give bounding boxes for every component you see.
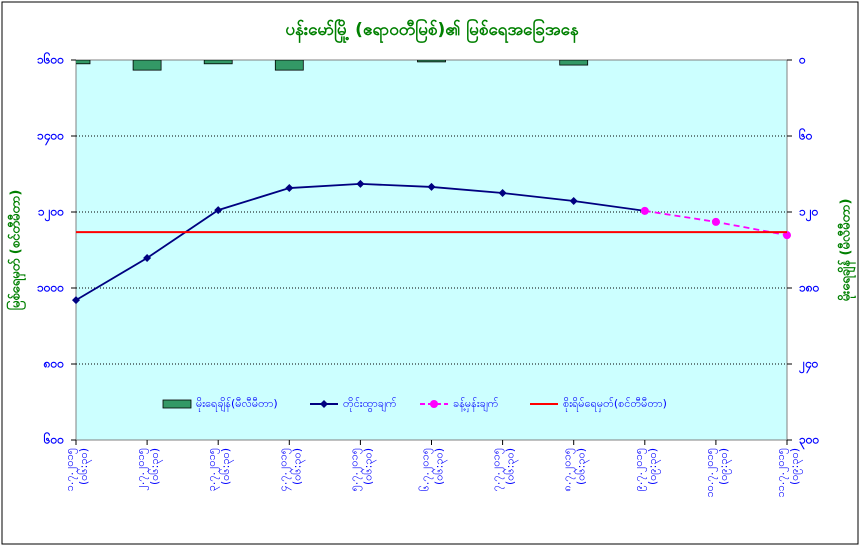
y-tick-label: ၈၀၀ [43,357,65,371]
x-tick-time: (၀၉:၃၀) [646,448,661,485]
x-tick-time: (၀၉:၃၀) [788,448,803,485]
legend-marker [320,400,328,408]
x-tick-time: (၀၆:၃၀) [504,448,519,485]
bar [203,60,233,65]
marker [711,217,720,226]
x-tick-date: ၇.၇.၂၀၁၅ [490,448,505,491]
x-tick-date: ၁.၇.၂၀၁၅ [63,448,78,491]
y2-tick-label: ၂၄၀ [798,357,819,375]
marker [640,206,649,215]
bar [417,60,446,63]
x-tick-date: ၅.၇.၂၀၁၅ [347,448,362,491]
y-tick-label: ၆၀၀ [43,431,65,447]
y2-tick-label: ၃၀၀ [799,433,820,451]
y-tick-label: ၁၆၀၀ [37,51,64,67]
marker [143,253,152,262]
marker [356,179,365,188]
x-tick-label: ၅.၇.၂၀၁၅ (၀၆:၃၀) [347,448,376,491]
x-tick-label: ၈.၇.၂၀၁၅ (၀၆:၃၀) [561,448,590,491]
marker [427,182,436,191]
x-tick-time: (၀၆:၃၀) [290,448,305,485]
y-tick-label: ၁၄၀၀ [37,129,64,147]
x-tick-date: ၂.၇.၂၀၁၅ [134,448,149,491]
x-tick-label: ၇.၇.၂၀၁၅ (၀၆:၃၀) [490,448,519,491]
x-tick-date: ၃.၇.၂၀၁၅ [205,448,220,491]
bar [559,60,589,66]
bar [274,60,304,71]
marker [72,296,80,305]
x-tick-date: ၈.၇.၂၀၁၅ [561,448,576,491]
y2-tick-label: ၁၈၀ [799,281,820,295]
y-tick-label: ၁၂၀၀ [38,205,64,223]
legend-swatch [162,399,192,409]
y-axis-label: မြစ်ရေမှတ် (စင်တီမီတာ) [6,190,27,311]
x-tick-time: (၀၆:၃၀) [148,448,163,485]
marker [569,196,578,205]
y2-tick-label: ၀ [798,53,806,67]
marker [214,206,223,215]
x-tick-time: (၀၉:၃၀) [717,448,732,485]
x-tick-label: ၉.၇.၂၀၁၅ (၀၉:၃၀) [632,448,661,491]
x-tick-time: (၀၆:၃၀) [361,448,376,485]
x-tick-label: ၆.၇.၂၀၁၅ (၀၆:၃၀) [419,448,448,491]
x-tick-date: ၁၀.၇.၂၀၁၅ [703,448,718,498]
legend-marker [430,400,438,408]
x-tick-date: ၁၁.၇.၂၀၁၅ [774,448,789,498]
y-tick-label: ၁၀၀၀ [37,281,64,295]
legend-label: ခန့်မှန်းချက် [453,397,499,412]
x-tick-time: (၀၆:၃၀) [575,448,590,485]
marker [285,184,294,193]
legend-label: မိုးရေချိန်(မီလီမီတာ) [196,397,278,412]
x-tick-label: ၁၁.၇.၂၀၁၅ (၀၉:၃၀) [774,448,803,498]
chart-title: ပန်းမော်မြို့ (ဧရာဝတီမြစ်)၏ မြစ်ရေအခြေအန… [285,17,579,44]
x-tick-time: (၀၆:၃၀) [433,448,448,485]
y2-tick-label: ၆၀ [798,127,813,143]
x-tick-time: (၀၆:၃၀) [219,448,234,485]
plot-area [75,59,788,441]
y2-axis-label: မိုးရေချိန် (မီလီမီတာ) [837,199,857,302]
x-tick-label: ၄.၇.၂၀၁၅ (၀၆:၃၀) [276,448,305,491]
marker [498,189,507,197]
y2-tick-label: ၁၂၀ [799,205,819,223]
x-tick-label: ၃.၇.၂၀၁၅ (၀၆:၃၀) [205,448,234,491]
x-tick-time: (၀၆:၃၀) [77,448,92,485]
legend-label: စိုးရိမ်ရေမှတ်(စင်တီမီတာ) [563,397,667,412]
legend-label: တိုင်းထွာချက် [343,397,397,412]
x-tick-date: ၄.၇.၂၀၁၅ [276,448,291,491]
marker [783,231,791,240]
x-tick-label: ၂.၇.၂၀၁၅ (၀၆:၃၀) [134,448,163,491]
bar [132,60,162,71]
bar [76,60,91,65]
x-tick-date: ၉.၇.၂၀၁၅ [632,448,647,491]
x-tick-label: ၁၀.၇.၂၀၁၅ (၀၉:၃၀) [703,448,732,498]
x-tick-date: ၆.၇.၂၀၁၅ [419,448,434,491]
x-tick-label: ၁.၇.၂၀၁၅ (၀၆:၃၀) [63,448,92,491]
